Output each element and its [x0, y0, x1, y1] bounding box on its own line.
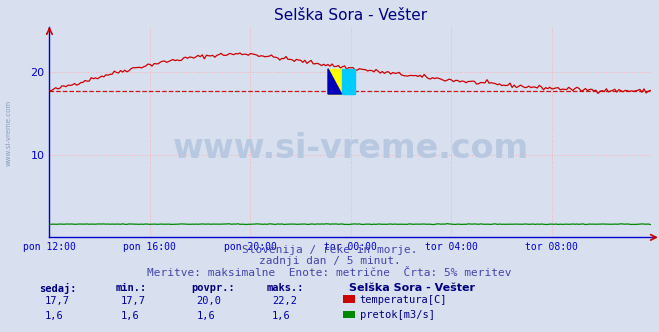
- Text: 20,0: 20,0: [196, 296, 221, 306]
- Text: Meritve: maksimalne  Enote: metrične  Črta: 5% meritev: Meritve: maksimalne Enote: metrične Črta…: [147, 268, 512, 278]
- Text: povpr.:: povpr.:: [191, 283, 235, 293]
- Text: zadnji dan / 5 minut.: zadnji dan / 5 minut.: [258, 256, 401, 266]
- Text: 1,6: 1,6: [196, 311, 215, 321]
- Bar: [328, 69, 341, 94]
- Text: pretok[m3/s]: pretok[m3/s]: [360, 310, 435, 320]
- Text: www.si-vreme.com: www.si-vreme.com: [173, 132, 529, 165]
- Text: maks.:: maks.:: [267, 283, 304, 293]
- Title: Selška Sora - Vešter: Selška Sora - Vešter: [274, 8, 428, 23]
- Text: 22,2: 22,2: [272, 296, 297, 306]
- Text: 1,6: 1,6: [45, 311, 63, 321]
- Text: 17,7: 17,7: [121, 296, 146, 306]
- Text: www.si-vreme.com: www.si-vreme.com: [5, 100, 11, 166]
- Text: sedaj:: sedaj:: [40, 283, 77, 294]
- Text: Selška Sora - Vešter: Selška Sora - Vešter: [349, 283, 475, 293]
- Text: 1,6: 1,6: [121, 311, 139, 321]
- Text: min.:: min.:: [115, 283, 146, 293]
- Polygon shape: [328, 69, 341, 94]
- Text: 1,6: 1,6: [272, 311, 291, 321]
- Text: 17,7: 17,7: [45, 296, 70, 306]
- Bar: [341, 69, 355, 94]
- Text: Slovenija / reke in morje.: Slovenija / reke in morje.: [242, 245, 417, 255]
- Text: temperatura[C]: temperatura[C]: [360, 295, 447, 305]
